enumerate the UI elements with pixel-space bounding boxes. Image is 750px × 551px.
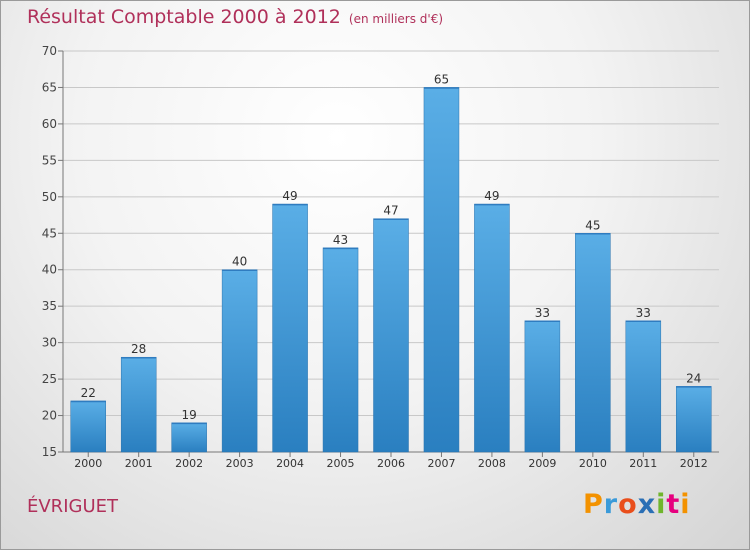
- town-name: ÉVRIGUET: [27, 496, 118, 517]
- bar-2002: [171, 422, 207, 453]
- bar-2001: [120, 356, 157, 453]
- x-tick-label-2012: 2012: [680, 457, 708, 470]
- data-label-2012: 24: [686, 371, 701, 385]
- logo-letter: i: [680, 489, 691, 520]
- data-label-2004: 49: [282, 189, 297, 203]
- x-tick-label-2000: 2000: [74, 457, 102, 470]
- bar-2009: [524, 320, 561, 453]
- data-label-2006: 47: [383, 204, 398, 218]
- logo-letter: o: [618, 489, 638, 520]
- x-tick-label-2005: 2005: [327, 457, 355, 470]
- bars: [70, 87, 712, 453]
- labels: 15 20 25 30 35 40 45 50 55 60 65 70 22 2000 28 2001 19 20…: [42, 44, 708, 470]
- x-tick-label-2009: 2009: [528, 457, 556, 470]
- x-tick-label-2002: 2002: [175, 457, 203, 470]
- bar-2004: [272, 203, 308, 453]
- y-tick-label: 30: [42, 336, 57, 350]
- bar-2007: [423, 87, 460, 453]
- bar-2008: [474, 203, 510, 453]
- y-tick-label: 45: [42, 226, 57, 240]
- data-label-2008: 49: [484, 189, 499, 203]
- y-tick-label: 40: [42, 263, 57, 277]
- data-label-2005: 43: [333, 233, 348, 247]
- x-tick-label-2006: 2006: [377, 457, 405, 470]
- proxiti-logo: Proxiti: [583, 489, 691, 520]
- data-label-2002: 19: [182, 408, 197, 422]
- y-tick-label: 60: [42, 117, 57, 131]
- bar-2006: [373, 218, 409, 453]
- y-tick-label: 25: [42, 372, 57, 386]
- logo-letter: i: [656, 489, 667, 520]
- data-label-2000: 22: [81, 386, 96, 400]
- chart-title: Résultat Comptable 2000 à 2012 (en millie…: [27, 6, 443, 28]
- bar-2012: [676, 386, 712, 453]
- data-label-2007: 65: [434, 72, 449, 86]
- logo-letter: P: [583, 489, 604, 520]
- data-label-2010: 45: [585, 218, 600, 232]
- data-label-2011: 33: [636, 306, 651, 320]
- x-tick-label-2001: 2001: [125, 457, 153, 470]
- chart-subtitle: (en milliers d'€): [348, 12, 444, 26]
- data-label-2009: 33: [535, 306, 550, 320]
- y-tick-label: 55: [42, 153, 57, 167]
- data-label-2001: 28: [131, 342, 146, 356]
- y-tick-label: 65: [42, 80, 57, 94]
- bar-2011: [625, 320, 662, 453]
- bar-2005: [322, 247, 359, 453]
- y-tick-label: 20: [42, 409, 57, 423]
- y-tick-label: 35: [42, 299, 57, 313]
- y-tick-label: 70: [42, 44, 57, 58]
- bar-2010: [575, 233, 611, 453]
- x-tick-label-2004: 2004: [276, 457, 304, 470]
- y-tick-label: 15: [42, 445, 57, 459]
- x-tick-label-2007: 2007: [427, 457, 455, 470]
- bar-2003: [221, 269, 258, 453]
- x-tick-label-2003: 2003: [226, 457, 254, 470]
- x-tick-label-2011: 2011: [629, 457, 657, 470]
- bar-2000: [70, 400, 106, 453]
- logo-letter: r: [603, 489, 619, 520]
- x-tick-label-2010: 2010: [579, 457, 607, 470]
- chart-title-text: Résultat Comptable 2000 à 2012: [27, 6, 341, 28]
- logo-letter: x: [637, 489, 657, 520]
- y-tick-label: 50: [42, 190, 57, 204]
- logo-letter: t: [666, 489, 681, 520]
- data-label-2003: 40: [232, 255, 247, 269]
- x-tick-label-2008: 2008: [478, 457, 506, 470]
